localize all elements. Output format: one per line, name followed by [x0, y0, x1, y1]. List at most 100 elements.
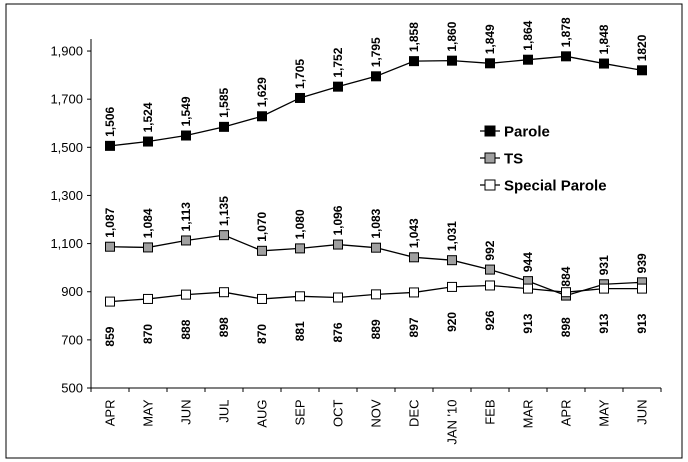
data-point — [371, 71, 381, 82]
data-label: 898 — [217, 317, 231, 337]
data-label: 1,629 — [255, 77, 269, 107]
data-label: 1,070 — [255, 211, 269, 241]
y-tick-label: 1,500 — [50, 140, 83, 155]
legend-marker — [484, 152, 496, 164]
data-point — [333, 239, 343, 250]
data-label: 1,080 — [293, 209, 307, 239]
legend-label: Special Parole — [504, 178, 607, 195]
data-point — [105, 296, 115, 307]
data-label: 1,849 — [483, 24, 497, 54]
data-point — [105, 140, 115, 151]
legend-marker — [484, 125, 496, 137]
data-label: 876 — [331, 322, 345, 342]
data-label: 1,087 — [103, 207, 117, 237]
x-tick-label: DEC — [407, 400, 422, 427]
x-tick-label: AUG — [255, 400, 270, 428]
x-tick-label: FEB — [483, 400, 498, 425]
y-tick-label: 1,300 — [50, 188, 83, 203]
data-point — [409, 287, 419, 298]
y-tick-label: 700 — [61, 332, 83, 347]
data-point — [219, 121, 229, 132]
data-label: 1,864 — [521, 20, 535, 50]
x-tick-label: NOV — [369, 399, 384, 428]
data-point — [257, 245, 267, 256]
data-point — [561, 287, 571, 298]
data-label: 913 — [597, 313, 611, 333]
x-tick-label: JUN — [635, 400, 650, 425]
data-label: 1,795 — [369, 37, 383, 67]
data-point — [371, 242, 381, 253]
data-point — [181, 289, 191, 300]
data-label: 926 — [483, 310, 497, 330]
data-point — [333, 292, 343, 303]
data-point — [143, 293, 153, 304]
x-tick-label: APR — [103, 400, 118, 427]
data-label: 913 — [635, 313, 649, 333]
x-tick-label: MAR — [521, 400, 536, 429]
legend-marker — [484, 179, 496, 191]
data-point — [409, 252, 419, 263]
data-point — [409, 56, 419, 67]
data-label: 1,878 — [559, 17, 573, 47]
series-markers — [105, 51, 647, 307]
data-point — [105, 241, 115, 252]
data-point — [447, 281, 457, 292]
data-point — [599, 58, 609, 69]
data-label: 1,084 — [141, 208, 155, 238]
data-point — [485, 58, 495, 69]
data-point — [143, 136, 153, 147]
data-label: 1,705 — [293, 59, 307, 89]
data-point — [447, 255, 457, 266]
data-label: 870 — [141, 324, 155, 344]
data-label: 1,585 — [217, 87, 231, 117]
x-tick-label: JUL — [217, 400, 232, 423]
data-point — [295, 291, 305, 302]
legend-label: TS — [504, 151, 523, 168]
data-point — [561, 51, 571, 62]
data-label: 1,858 — [407, 22, 421, 52]
data-point — [257, 293, 267, 304]
x-tick-label: SEP — [293, 400, 308, 426]
data-point — [485, 264, 495, 275]
x-tick-label: OCT — [331, 399, 346, 427]
legend: Parole TS Special Parole — [480, 124, 607, 195]
legend-label: Parole — [504, 124, 550, 141]
data-label: 1,549 — [179, 96, 193, 126]
x-tick-label: JAN '10 — [445, 400, 460, 445]
data-label: 992 — [483, 240, 497, 260]
x-tick-label: JUN — [179, 400, 194, 425]
data-point — [485, 280, 495, 291]
data-label: 1,135 — [217, 196, 231, 226]
data-label: 889 — [369, 319, 383, 339]
data-point — [371, 289, 381, 300]
data-label: 939 — [635, 253, 649, 273]
data-label: 881 — [293, 321, 307, 341]
data-point — [447, 55, 457, 66]
data-label: 897 — [407, 317, 421, 337]
data-label: 884 — [559, 266, 573, 286]
data-label: 1,096 — [331, 205, 345, 235]
data-point — [295, 243, 305, 254]
data-point — [295, 92, 305, 103]
x-tick-label: MAY — [141, 399, 156, 427]
data-label: 1,083 — [369, 208, 383, 238]
data-point — [143, 242, 153, 253]
data-point — [181, 235, 191, 246]
data-label: 1,031 — [445, 221, 459, 251]
data-label: 1,113 — [179, 202, 193, 232]
data-label: 944 — [521, 252, 535, 272]
data-point — [599, 283, 609, 294]
data-labels: 1,506 1,524 1,549 1,585 1,629 1,705 1,752 1,795… — [103, 17, 649, 347]
data-label: 898 — [559, 317, 573, 337]
x-tick-label: APR — [559, 400, 574, 427]
data-label: 913 — [521, 313, 535, 333]
data-point — [637, 65, 647, 76]
y-tick-label: 500 — [61, 381, 83, 396]
data-point — [523, 283, 533, 294]
data-label: 888 — [179, 319, 193, 339]
x-tick-label: MAY — [597, 399, 612, 427]
data-point — [181, 130, 191, 141]
data-label: 1,848 — [597, 24, 611, 54]
